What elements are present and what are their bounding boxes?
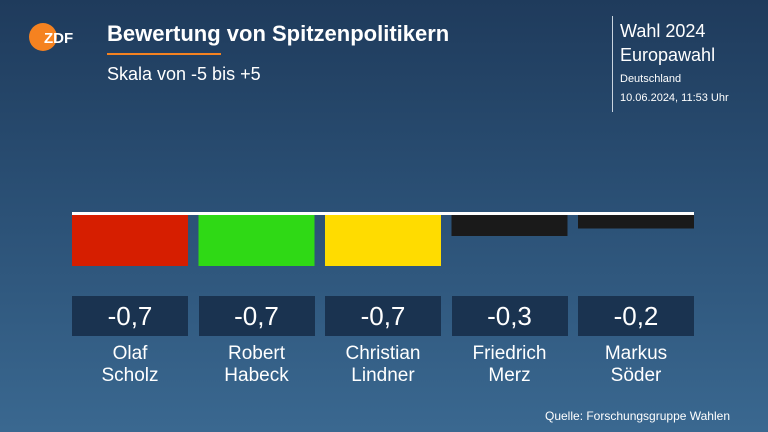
source-note: Quelle: Forschungsgruppe Wahlen	[545, 409, 730, 423]
info-date: 10.06.2024, 11:53 Uhr	[620, 92, 729, 104]
category-label-2: Robert Habeck	[199, 343, 315, 387]
bar-1	[72, 213, 188, 266]
zero-baseline	[72, 212, 694, 215]
category-label-1: Olaf Scholz	[72, 343, 188, 387]
category-label-line: Olaf	[112, 343, 148, 364]
info-election-type: Europawahl	[620, 45, 716, 65]
category-label-line: Habeck	[224, 365, 289, 386]
chart-title: Bewertung von Spitzenpolitikern	[107, 21, 450, 46]
value-label-4: -0,3	[451, 296, 568, 336]
info-divider	[612, 16, 613, 112]
bar-2	[198, 213, 315, 266]
category-label-line: Christian	[345, 343, 421, 364]
zdf-logo: ZDF	[29, 23, 73, 51]
logo-text: ZDF	[44, 30, 73, 47]
category-label-5: Markus Söder	[578, 343, 694, 387]
category-label-line: Merz	[488, 365, 531, 386]
bar-5	[578, 213, 694, 229]
info-election: Wahl 2024	[620, 21, 706, 41]
chart-subtitle: Skala von -5 bis +5	[107, 64, 261, 84]
value-label-5: -0,2	[578, 296, 694, 336]
category-label-line: Scholz	[101, 365, 159, 386]
title-underline	[107, 53, 221, 55]
value-label-1: -0,7	[72, 296, 188, 336]
value-label-2: -0,7	[198, 296, 315, 336]
bar-4	[451, 213, 568, 236]
bar-3	[325, 213, 441, 266]
category-label-line: Markus	[604, 343, 668, 364]
category-label-4: Friedrich Merz	[452, 343, 568, 387]
value-label-3: -0,7	[325, 296, 441, 336]
category-label-line: Friedrich	[472, 343, 547, 364]
category-label-line: Söder	[610, 365, 662, 386]
category-label-line: Lindner	[351, 365, 415, 386]
category-label-line: Robert	[227, 343, 286, 364]
category-label-3: Christian Lindner	[325, 343, 441, 387]
info-region: Deutschland	[620, 73, 682, 85]
